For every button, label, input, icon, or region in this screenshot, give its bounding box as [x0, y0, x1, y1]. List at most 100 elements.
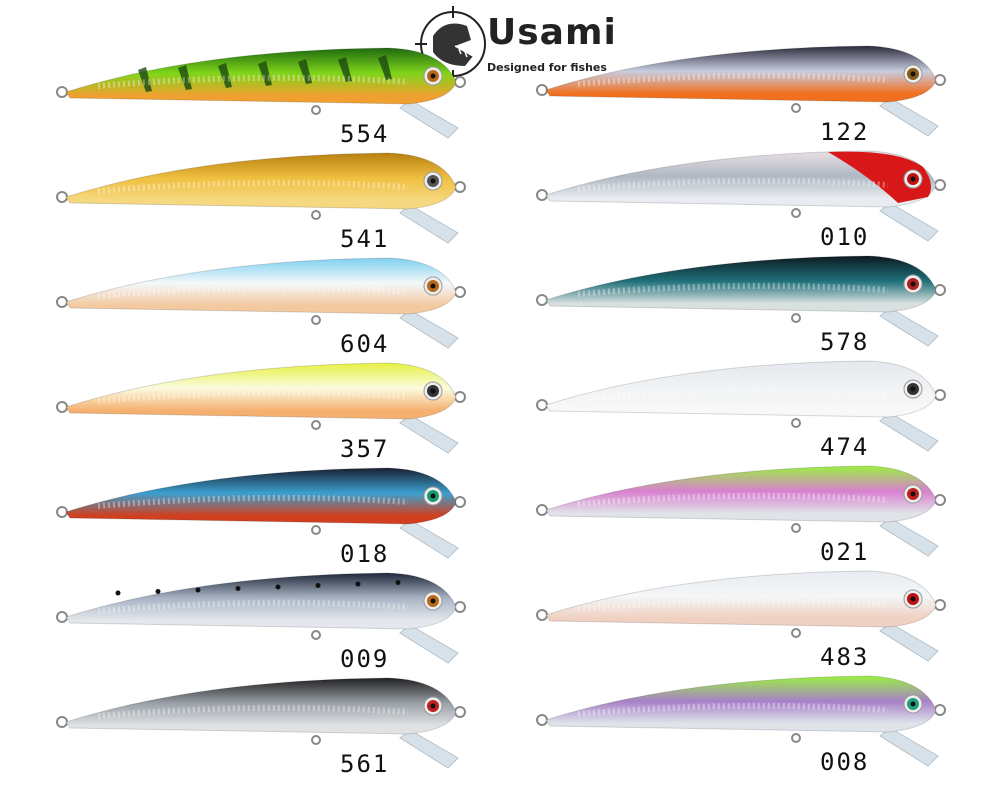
belly-ring: [311, 105, 321, 115]
lure-body: [545, 150, 937, 208]
diving-lip: [399, 624, 459, 664]
scale-pattern: [97, 704, 409, 719]
lure-code-label: 474: [820, 433, 869, 461]
eye-pupil: [910, 71, 916, 77]
lure-018: 018: [56, 467, 466, 568]
scale-pattern: [577, 387, 889, 402]
scale-pattern: [577, 597, 889, 612]
scale-pattern: [577, 282, 889, 297]
eye-pupil: [910, 386, 916, 392]
brand-tagline: Designed for fishes: [487, 61, 607, 74]
lure-code-label: 483: [820, 643, 869, 671]
lure-009: 009: [56, 572, 466, 673]
diving-lip: [879, 517, 939, 557]
lure-body: [545, 465, 937, 523]
diving-lip: [879, 202, 939, 242]
diving-lip: [399, 309, 459, 349]
spot: [235, 586, 241, 591]
eye-pupil: [430, 598, 436, 604]
lure-code-label: 561: [340, 750, 389, 778]
stripe: [138, 67, 152, 92]
lure-554: 554: [56, 47, 466, 148]
scale-pattern: [97, 494, 409, 509]
diving-lip: [879, 307, 939, 347]
lure-code-label: 010: [820, 223, 869, 251]
belly-ring: [311, 315, 321, 325]
lure-body: [65, 152, 457, 210]
belly-ring: [791, 733, 801, 743]
belly-ring: [311, 210, 321, 220]
lure-010: 010: [536, 150, 946, 251]
belly-ring: [311, 630, 321, 640]
scale-pattern: [577, 702, 889, 717]
diving-lip: [399, 414, 459, 454]
stripe: [338, 57, 352, 82]
diving-lip: [879, 412, 939, 452]
eye-pupil: [430, 388, 436, 394]
scale-pattern: [97, 179, 409, 194]
stripe: [378, 55, 392, 80]
lure-body: [65, 467, 457, 525]
lure-474: 474: [536, 360, 946, 461]
eye-pupil: [430, 73, 436, 79]
lure-code-label: 541: [340, 225, 389, 253]
eye-pupil: [430, 283, 436, 289]
belly-ring: [791, 103, 801, 113]
belly-ring: [311, 735, 321, 745]
lure-code-label: 008: [820, 748, 869, 776]
lure-code-label: 578: [820, 328, 869, 356]
usami-logo: Usami Designed for fishes: [415, 4, 617, 84]
scale-pattern: [97, 599, 409, 614]
lure-021: 021: [536, 465, 946, 566]
lure-body: [65, 572, 457, 630]
eye-pupil: [910, 281, 916, 287]
scale-pattern: [97, 74, 409, 89]
lure-008: 008: [536, 675, 946, 776]
lure-578: 578: [536, 255, 946, 356]
lure-code-label: 604: [340, 330, 389, 358]
spot: [275, 584, 281, 590]
scale-pattern: [577, 72, 889, 87]
lure-code-label: 122: [820, 118, 869, 146]
eye-pupil: [430, 493, 436, 499]
lure-body: [65, 677, 457, 735]
eye-pupil: [910, 176, 916, 182]
belly-ring: [791, 523, 801, 533]
stripe: [298, 59, 312, 84]
belly-ring: [791, 628, 801, 638]
diving-lip: [399, 204, 459, 244]
spot: [315, 583, 321, 588]
lure-body: [545, 570, 937, 628]
diving-lip: [399, 729, 459, 769]
lure-561: 561: [56, 677, 466, 778]
belly-ring: [311, 420, 321, 430]
stripe: [218, 63, 232, 88]
lure-body: [65, 47, 457, 105]
lure-code-label: 021: [820, 538, 869, 566]
diving-lip: [879, 622, 939, 662]
lure-body: [65, 257, 457, 315]
diving-lip: [399, 99, 459, 139]
eye-pupil: [910, 491, 916, 497]
eye-pupil: [910, 596, 916, 602]
spot: [355, 581, 361, 587]
lure-code-label: 554: [340, 120, 389, 148]
lure-541: 541: [56, 152, 466, 253]
scale-pattern: [577, 492, 889, 507]
lure-body: [545, 360, 937, 418]
lure-code-label: 357: [340, 435, 389, 463]
belly-ring: [791, 208, 801, 218]
lure-code-label: 018: [340, 540, 389, 568]
lure-code-label: 009: [340, 645, 389, 673]
spot: [115, 590, 121, 596]
eye-pupil: [430, 703, 436, 709]
lure-body: [545, 255, 937, 313]
lure-357: 357: [56, 362, 466, 463]
lure-body: [545, 675, 937, 733]
belly-ring: [791, 313, 801, 323]
stripe: [258, 61, 272, 86]
scale-pattern: [97, 389, 409, 404]
brand-name: Usami: [487, 12, 617, 53]
scale-pattern: [97, 284, 409, 299]
